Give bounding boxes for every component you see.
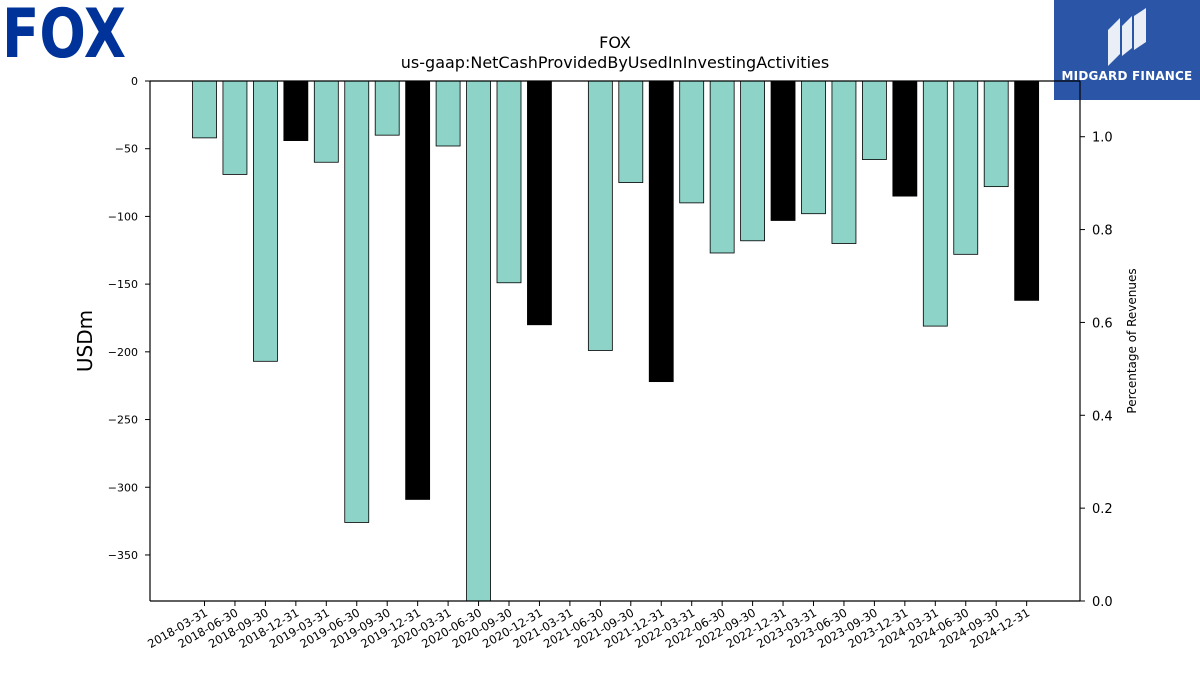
y2-tick-label: 0.0 (1092, 595, 1113, 610)
bars-group (192, 80, 1040, 602)
bar-2024-09-30 (983, 80, 1009, 188)
y-tick-label: −350 (108, 549, 138, 562)
chart-title: FOX (599, 33, 631, 52)
bar-2019-09-30 (374, 80, 400, 136)
bar-2018-06-30 (222, 80, 248, 175)
bar-2020-03-31 (435, 80, 461, 147)
bar-2019-03-31 (313, 80, 339, 163)
chart-subtitle: us-gaap:NetCashProvidedByUsedInInvesting… (401, 53, 829, 72)
bar-2021-06-30 (587, 80, 613, 351)
bar-2024-12-31 (1014, 80, 1040, 301)
bar-2021-09-30 (618, 80, 644, 183)
y-axis-ticks: 0 −50 −100 −150 −200 −250 −300 −350 (108, 75, 150, 562)
y-tick-label: −100 (108, 210, 138, 223)
fox-logo-text: FOX (2, 0, 126, 62)
x-axis-ticks: 2018-03-312018-06-302018-09-302018-12-31… (145, 601, 1032, 651)
bar-2023-09-30 (862, 80, 887, 160)
y2-tick-label: 1.0 (1092, 131, 1113, 146)
bar-2022-03-31 (679, 80, 705, 204)
y-tick-label: 0 (131, 75, 138, 88)
y2-tick-label: 0.4 (1092, 409, 1113, 424)
bar-2018-12-31 (283, 80, 309, 141)
fox-logo: FOX (2, 0, 126, 62)
bar-2019-12-31 (405, 80, 431, 500)
y2-tick-label: 0.8 (1092, 224, 1113, 239)
bar-2022-12-31 (770, 80, 796, 221)
y2-axis-label: Percentage of Revenues (1125, 268, 1139, 413)
bar-2018-03-31 (192, 80, 217, 139)
bar-2024-03-31 (922, 80, 948, 327)
midgard-finance-label: MIDGARD FINANCE (1061, 69, 1193, 83)
midgard-finance-watermark: MIDGARD FINANCE (1054, 0, 1200, 100)
bar-2022-09-30 (740, 80, 765, 242)
bar-2018-09-30 (252, 80, 278, 362)
bar-2020-06-30 (466, 80, 491, 602)
y-tick-label: −300 (108, 481, 138, 494)
bar-2022-06-30 (709, 80, 735, 254)
bar-2023-12-31 (892, 80, 918, 197)
y-tick-label: −150 (108, 278, 138, 291)
y-tick-label: −50 (115, 143, 138, 156)
bar-2024-06-30 (953, 80, 979, 255)
midgard-logo-icon (1108, 8, 1146, 66)
y-tick-label: −250 (108, 414, 138, 427)
y-tick-label: −200 (108, 346, 138, 359)
y2-axis-ticks: 0.0 0.2 0.4 0.6 0.8 1.0 (1080, 131, 1113, 610)
y-axis-label: USDm (73, 310, 97, 372)
y2-tick-label: 0.2 (1092, 502, 1113, 517)
bar-2020-12-31 (527, 80, 552, 326)
bar-2021-12-31 (648, 80, 674, 383)
bar-2020-09-30 (496, 80, 522, 284)
y2-tick-label: 0.6 (1092, 316, 1113, 331)
bar-2019-06-30 (344, 80, 370, 523)
bar-2023-06-30 (831, 80, 857, 244)
bar-2023-03-31 (801, 80, 826, 215)
